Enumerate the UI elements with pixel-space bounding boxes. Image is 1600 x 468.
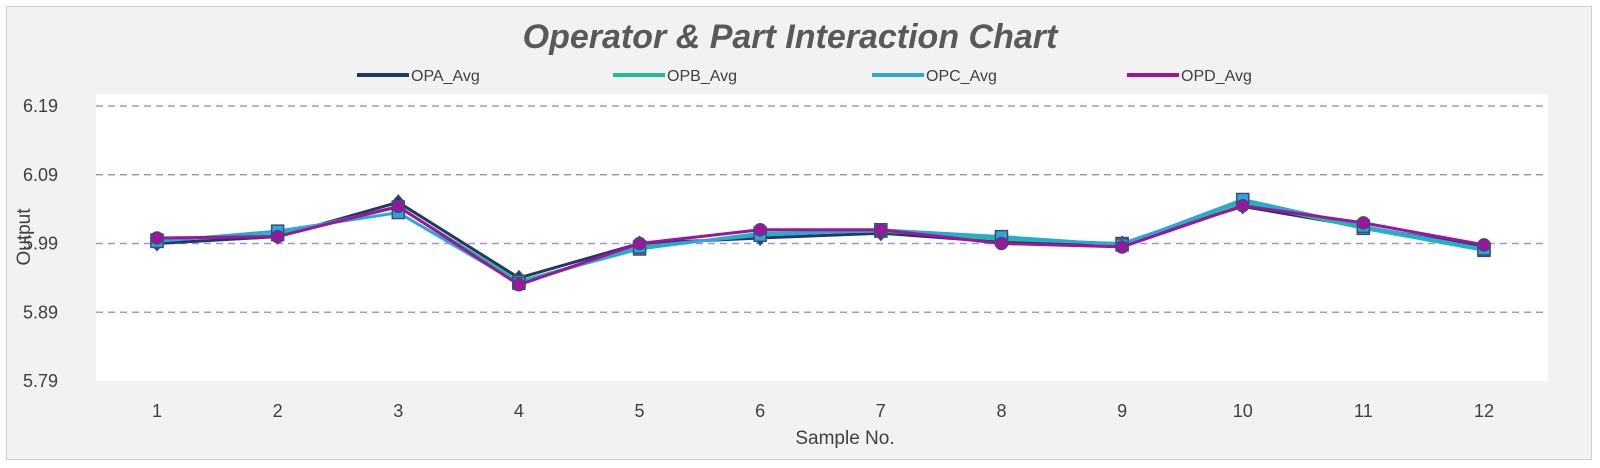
plot-area: [96, 94, 1548, 381]
data-point: [150, 231, 164, 245]
y-tick-label: 6.09: [23, 165, 58, 185]
legend-item: OPA_Avg: [357, 68, 480, 85]
series-group: [150, 192, 1491, 292]
y-axis-label: Output: [14, 208, 35, 266]
x-tick-label: 12: [1474, 401, 1494, 421]
data-point: [632, 236, 647, 251]
y-tick-label: 5.99: [23, 234, 58, 254]
x-tick-label: 2: [273, 401, 283, 421]
x-tick-label: 7: [876, 401, 886, 421]
legend-label: OPD_Avg: [1181, 68, 1252, 85]
legend-label: OPB_Avg: [667, 68, 737, 85]
legend: OPA_Avg OPB_Avg OPC_Avg OPD_Avg: [357, 68, 1252, 85]
data-point: [512, 278, 526, 292]
data-point: [1477, 238, 1491, 252]
x-tick-label: 4: [514, 401, 524, 421]
x-tick-label: 9: [1117, 401, 1127, 421]
y-axis-ticks: 6.19 6.09 5.99 5.89 5.79: [23, 96, 58, 391]
data-point: [874, 223, 888, 237]
data-point: [1115, 240, 1129, 254]
data-point: [994, 236, 1009, 251]
gridlines: [96, 105, 1548, 313]
chart-title: Operator & Part Interaction Chart: [523, 18, 1059, 56]
series-line: [156, 198, 1485, 285]
legend-item: OPD_Avg: [1127, 68, 1252, 85]
series-line: [156, 204, 1485, 287]
y-tick-label: 5.79: [23, 371, 58, 391]
x-tick-label: 1: [152, 401, 162, 421]
data-point: [391, 199, 406, 214]
data-point: [270, 229, 285, 244]
series-opd-avg: [150, 198, 1491, 292]
x-tick-label: 3: [393, 401, 403, 421]
y-tick-label: 5.89: [23, 302, 58, 322]
legend-label: OPA_Avg: [411, 68, 480, 85]
data-point: [753, 223, 767, 237]
x-tick-label: 5: [635, 401, 645, 421]
legend-item: OPC_Avg: [872, 68, 997, 85]
x-axis-ticks: 1 2 3 4 5 6 7 8 9 10 11 12: [152, 401, 1494, 421]
data-point: [1356, 216, 1371, 230]
x-axis-label: Sample No.: [795, 428, 894, 449]
data-point: [1235, 198, 1250, 213]
legend-item: OPB_Avg: [613, 68, 737, 85]
legend-label: OPC_Avg: [926, 68, 997, 85]
x-tick-label: 6: [755, 401, 765, 421]
x-tick-label: 8: [996, 401, 1006, 421]
x-tick-label: 11: [1354, 401, 1373, 421]
y-tick-label: 6.19: [23, 96, 58, 116]
x-tick-label: 10: [1233, 401, 1253, 421]
